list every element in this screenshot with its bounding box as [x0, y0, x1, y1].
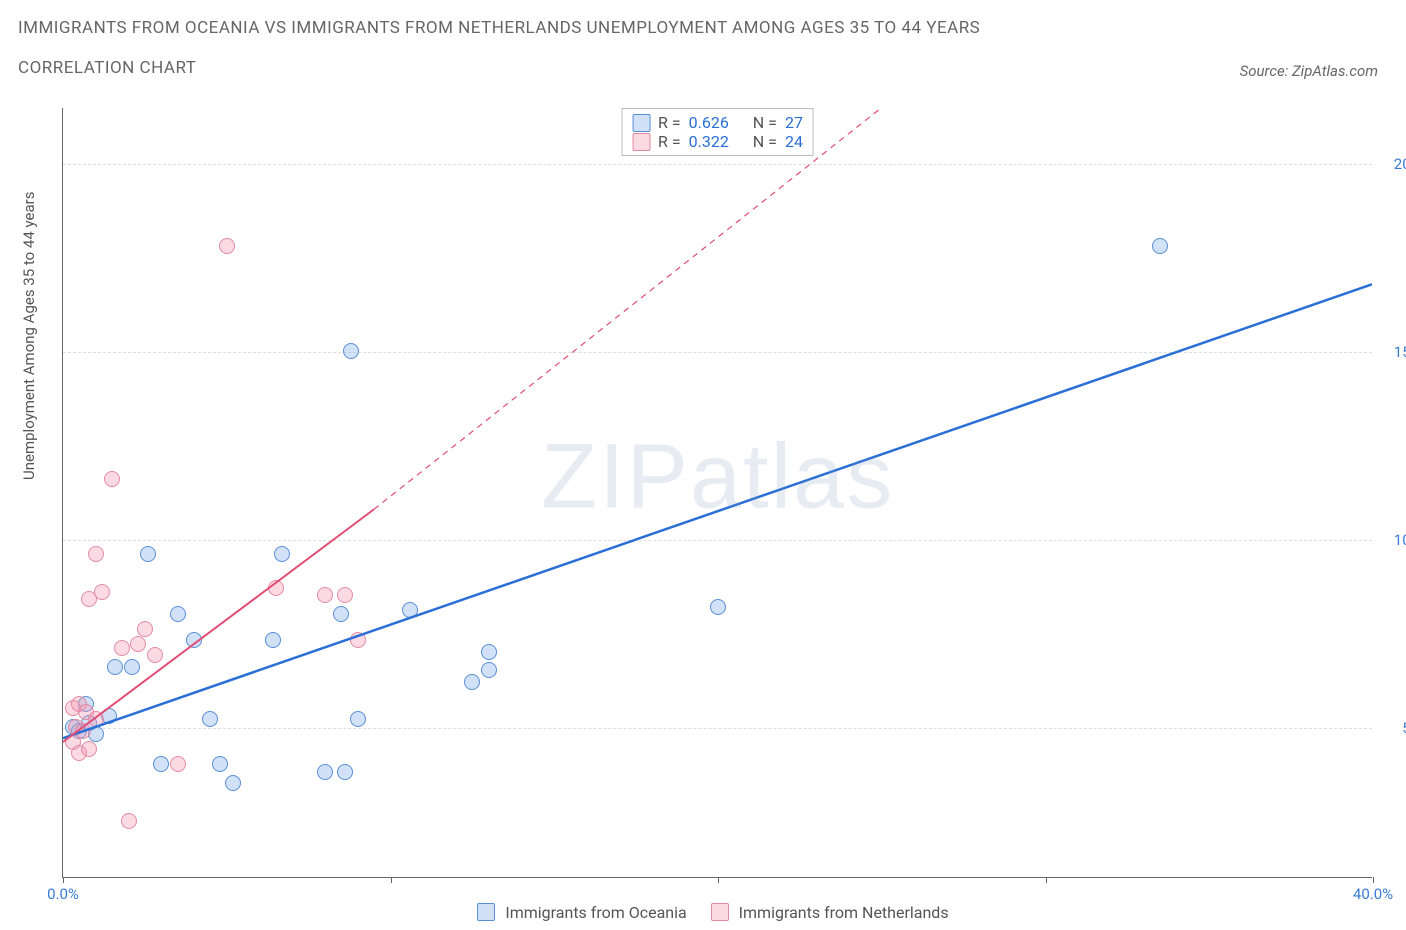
source-prefix: Source:	[1240, 62, 1292, 80]
y-tick-label: 5.0%	[1379, 719, 1406, 737]
y-tick-label: 10.0%	[1379, 531, 1406, 549]
scatter-plot: 5.0%10.0%15.0%20.0%0.0%40.0% ZIPatlas R …	[62, 108, 1372, 878]
x-tick-label: 0.0%	[47, 885, 79, 903]
x-tick	[1373, 877, 1374, 883]
n-value-netherlands: 24	[785, 132, 803, 151]
swatch-netherlands-bottom	[711, 903, 729, 921]
x-tick-label: 40.0%	[1353, 885, 1393, 903]
chart-title-line1: IMMIGRANTS FROM OCEANIA VS IMMIGRANTS FR…	[18, 18, 980, 38]
swatch-oceania-bottom	[477, 903, 495, 921]
y-tick-label: 15.0%	[1379, 343, 1406, 361]
r-label: R =	[658, 132, 681, 151]
n-label: N =	[753, 113, 777, 132]
swatch-netherlands	[632, 133, 650, 151]
legend-row-oceania: R = 0.626 N = 27	[632, 113, 803, 132]
r-value-netherlands: 0.322	[689, 132, 729, 151]
source-attribution: Source: ZipAtlas.com	[1240, 62, 1378, 80]
source-name: ZipAtlas.com	[1292, 62, 1378, 80]
trend-line	[374, 108, 881, 509]
x-tick	[718, 877, 719, 883]
y-tick-label: 20.0%	[1379, 155, 1406, 173]
legend-row-netherlands: R = 0.322 N = 24	[632, 132, 803, 151]
trend-line	[63, 284, 1372, 738]
n-value-oceania: 27	[785, 113, 803, 132]
x-tick	[1046, 877, 1047, 883]
r-value-oceania: 0.626	[689, 113, 729, 132]
r-label: R =	[658, 113, 681, 132]
legend-bottom: Immigrants from Oceania Immigrants from …	[0, 903, 1406, 922]
x-tick	[391, 877, 392, 883]
chart-title-line2: CORRELATION CHART	[18, 58, 196, 78]
swatch-oceania	[632, 114, 650, 132]
y-axis-label: Unemployment Among Ages 35 to 44 years	[20, 192, 38, 480]
legend-correlation-box: R = 0.626 N = 27 R = 0.322 N = 24	[621, 108, 814, 156]
legend-label-netherlands: Immigrants from Netherlands	[739, 903, 949, 922]
trend-line	[63, 509, 374, 742]
legend-label-oceania: Immigrants from Oceania	[505, 903, 686, 922]
x-tick	[63, 877, 64, 883]
n-label: N =	[753, 132, 777, 151]
